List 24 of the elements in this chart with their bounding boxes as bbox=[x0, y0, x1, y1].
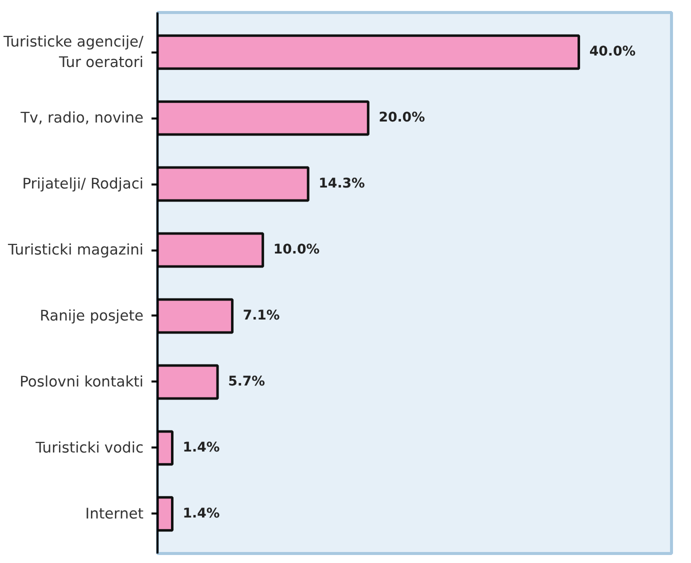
y-tick-label: Ranije posjete bbox=[40, 307, 144, 324]
y-tick-label: Internet bbox=[85, 505, 144, 522]
y-tick-label: Turisticki magazini bbox=[6, 242, 144, 259]
data-label: 40.0% bbox=[589, 44, 636, 60]
bar bbox=[158, 34, 580, 70]
data-label: 1.4% bbox=[182, 440, 220, 456]
bar bbox=[158, 364, 219, 400]
data-label: 14.3% bbox=[318, 176, 365, 192]
data-label: 1.4% bbox=[182, 506, 220, 522]
bar bbox=[158, 298, 234, 334]
y-tick-label: Turisticke agencije/ Tur oeratori bbox=[2, 33, 144, 71]
y-tick-label: Turisticki vodic bbox=[34, 439, 144, 456]
y-tick-label: Tv, radio, novine bbox=[20, 110, 144, 127]
data-label: 7.1% bbox=[242, 308, 280, 324]
data-label: 20.0% bbox=[378, 110, 425, 126]
data-label: 5.7% bbox=[228, 374, 266, 390]
data-label: 10.0% bbox=[273, 242, 320, 258]
y-tick-label: Poslovni kontakti bbox=[20, 373, 144, 390]
bar bbox=[158, 166, 310, 202]
bar bbox=[158, 496, 174, 532]
bar bbox=[158, 430, 174, 466]
bar bbox=[158, 100, 370, 136]
bar bbox=[158, 232, 264, 268]
y-tick-label: Prijatelji/ Rodjaci bbox=[22, 176, 144, 193]
